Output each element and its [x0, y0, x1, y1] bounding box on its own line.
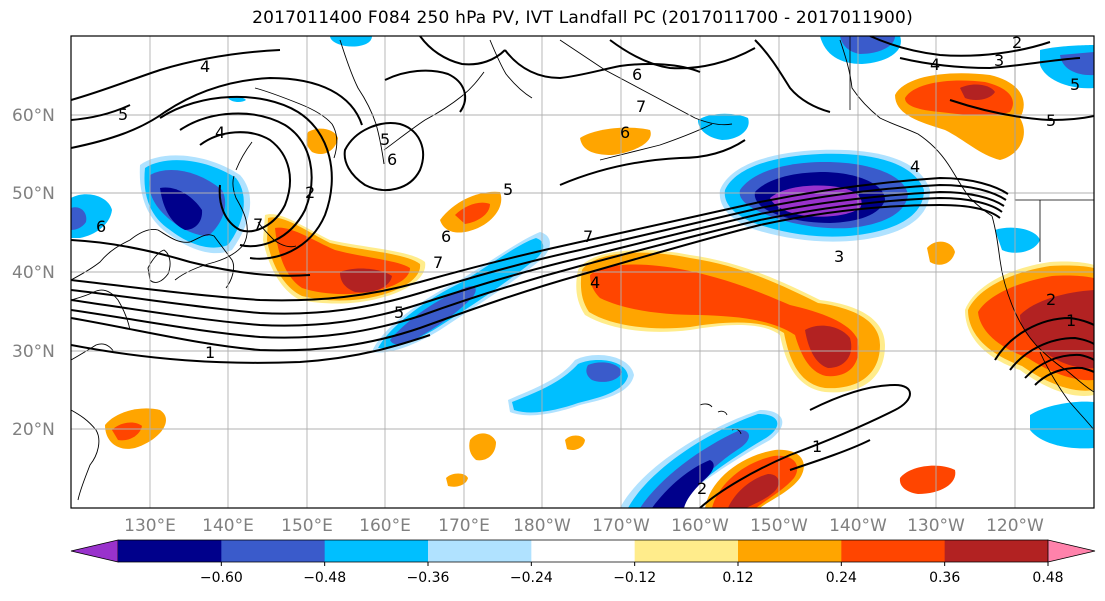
- contour-label: 5: [380, 130, 390, 149]
- warm-anomaly-small-4: [927, 241, 955, 265]
- colorbar-tick-label: −0.60: [200, 570, 243, 586]
- colorbar-segment: [428, 540, 532, 562]
- colorbar-extend-high: [1047, 539, 1096, 563]
- contour-label: 5: [118, 105, 128, 124]
- contour-label: 3: [834, 247, 844, 266]
- colorbar-segment: [531, 540, 636, 562]
- blue-anomaly-west-pacific: [71, 155, 251, 254]
- warm-anomaly-small-2: [446, 473, 468, 487]
- contour-label: 7: [433, 253, 443, 272]
- colorbar-tick-label: 0.48: [1032, 570, 1063, 586]
- contour-label: 3: [994, 51, 1004, 70]
- lon-label: 180°W: [513, 516, 571, 536]
- colorbar-tick-labels: −0.60 −0.48 −0.36 −0.24 −0.12 0.12 0.24 0.36 0.4…: [200, 562, 1064, 586]
- warm-anomaly-small-3: [565, 435, 585, 450]
- lat-label: 50°N: [12, 184, 55, 204]
- contour-label: 1: [812, 437, 822, 456]
- lon-label: 170°W: [592, 516, 650, 536]
- lat-label: 60°N: [12, 106, 55, 126]
- colorbar-extend-low: [70, 539, 119, 563]
- colorbar-tick-label: 0.36: [929, 570, 960, 586]
- contour-label: 4: [590, 273, 600, 292]
- lon-label: 170°E: [438, 516, 490, 536]
- blue-anomaly-dot: [228, 96, 246, 103]
- contour-label: 2: [1012, 33, 1022, 52]
- lon-label: 150°E: [281, 516, 333, 536]
- contour-label: 6: [387, 150, 397, 169]
- contour-label: 7: [636, 97, 646, 116]
- pv-shading: [71, 36, 1094, 508]
- contour-label: 5: [394, 303, 404, 322]
- contour-labels: 4 5 4 5 6 6 7 2 6 5 7 6 7 1 4 5 7 3 4 1 …: [96, 33, 1080, 498]
- plot-frame: [70, 35, 1095, 509]
- blue-anomaly-coast: [995, 227, 1040, 253]
- colorbar-tick-label: 0.12: [722, 570, 753, 586]
- contour-label: 4: [215, 123, 225, 142]
- lat-label: 40°N: [12, 263, 55, 283]
- warm-anomaly-kamchatka: [306, 128, 338, 155]
- lon-label: 130°W: [907, 516, 965, 536]
- colorbar-segment: [324, 540, 429, 562]
- warm-anomaly-alaska: [895, 73, 1024, 160]
- contour-label: 1: [205, 343, 215, 362]
- contour-label: 6: [620, 123, 630, 142]
- contour-label: 6: [96, 217, 106, 236]
- colorbar-segment: [221, 540, 326, 562]
- colorbar-segment: [841, 540, 946, 562]
- colorbar-segment: [944, 540, 1049, 562]
- blue-anomaly-top-small: [330, 36, 372, 47]
- lon-label: 120°W: [986, 516, 1044, 536]
- colorbar-segment: [738, 540, 842, 562]
- colorbar-tick-label: −0.36: [407, 570, 450, 586]
- contour-label: 1: [1066, 311, 1076, 330]
- contour-label: 5: [1070, 75, 1080, 94]
- contour-label: 2: [305, 183, 315, 202]
- contour-label: 6: [632, 65, 642, 84]
- colorbar-tick-label: −0.48: [303, 570, 346, 586]
- contour-label: 6: [441, 227, 451, 246]
- contour-label: 4: [910, 157, 920, 176]
- warm-anomaly-small-1: [469, 433, 496, 461]
- colorbar-tick-label: −0.12: [613, 570, 656, 586]
- warm-anomaly-aleutians: [580, 127, 651, 155]
- contour-label: 4: [200, 57, 210, 76]
- warm-anomaly-subtropical-east: [899, 465, 956, 494]
- warm-anomaly-south-china-core: [112, 422, 142, 441]
- contour-label: 2: [697, 479, 707, 498]
- contour-label: 7: [253, 215, 263, 234]
- lat-label: 20°N: [12, 420, 55, 440]
- lon-label: 140°W: [829, 516, 887, 536]
- contour-label: 7: [583, 227, 593, 246]
- lon-label: 160°W: [671, 516, 729, 536]
- figure-title: 2017011400 F084 250 hPa PV, IVT Landfall…: [252, 8, 913, 28]
- lon-label: 130°E: [124, 516, 176, 536]
- colorbar-tick-label: 0.24: [826, 570, 857, 586]
- blue-anomaly-top-right: [698, 36, 1094, 140]
- lat-label: 30°N: [12, 342, 55, 362]
- ivt-contours: [71, 36, 1094, 508]
- blue-anomaly-subtropical: [508, 355, 634, 416]
- warm-anomaly-central-pacific: [576, 250, 885, 393]
- contour-label: 4: [930, 55, 940, 74]
- blue-anomaly-baja: [1030, 401, 1094, 449]
- colorbar-segment: [118, 540, 222, 562]
- blue-anomaly-south-streak: [620, 410, 783, 508]
- lon-label: 160°E: [359, 516, 411, 536]
- contour-label: 5: [1046, 111, 1056, 130]
- longitude-labels: 130°E 140°E 150°E 160°E 170°E 180°W 170°…: [124, 516, 1044, 536]
- colorbar-tick-label: −0.24: [510, 570, 553, 586]
- lon-label: 140°E: [202, 516, 254, 536]
- contour-label: 5: [503, 180, 513, 199]
- colorbar-frame: [118, 539, 1048, 563]
- latitude-labels: 60°N 50°N 40°N 30°N 20°N: [12, 106, 55, 440]
- lon-label: 150°W: [750, 516, 808, 536]
- colorbar: [70, 539, 1096, 563]
- colorbar-segment: [634, 540, 739, 562]
- contour-label: 2: [1046, 290, 1056, 309]
